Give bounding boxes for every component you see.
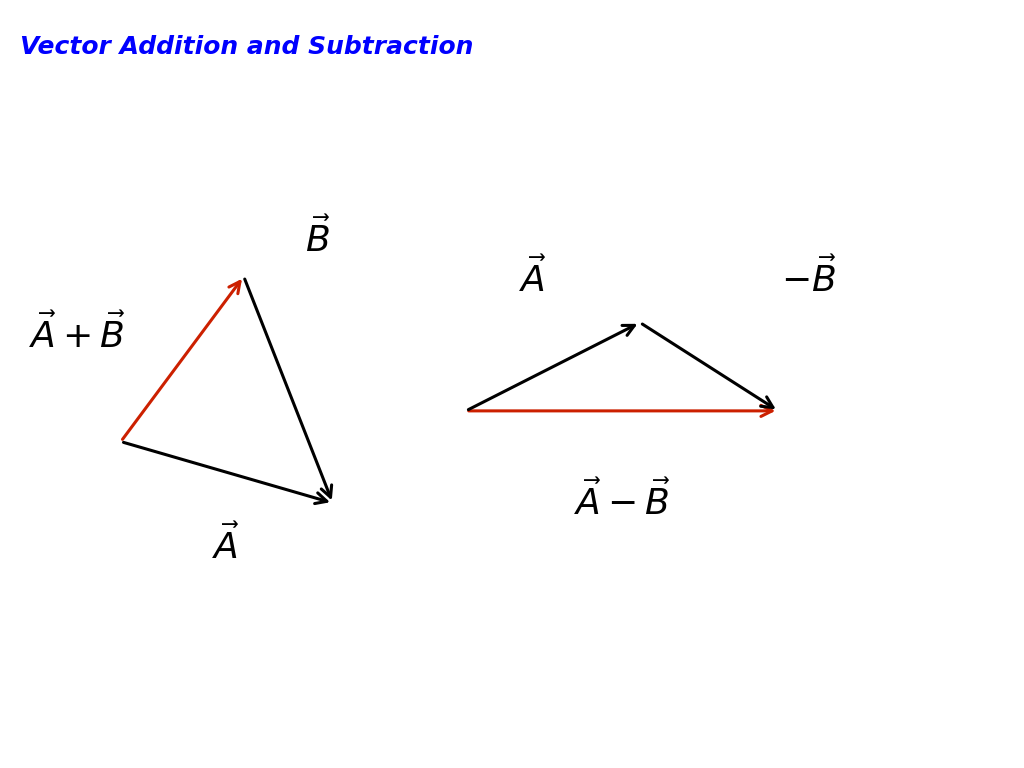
- Text: $\vec{A}$: $\vec{A}$: [519, 257, 546, 299]
- Text: $\vec{A}-\vec{B}$: $\vec{A}-\vec{B}$: [574, 480, 671, 521]
- Text: $\vec{B}$: $\vec{B}$: [305, 217, 330, 259]
- Text: $\vec{A}+\vec{B}$: $\vec{A}+\vec{B}$: [29, 313, 125, 355]
- Text: Vector Addition and Subtraction: Vector Addition and Subtraction: [20, 35, 474, 58]
- Text: $-\vec{B}$: $-\vec{B}$: [781, 257, 837, 299]
- Text: $\vec{A}$: $\vec{A}$: [212, 525, 239, 566]
